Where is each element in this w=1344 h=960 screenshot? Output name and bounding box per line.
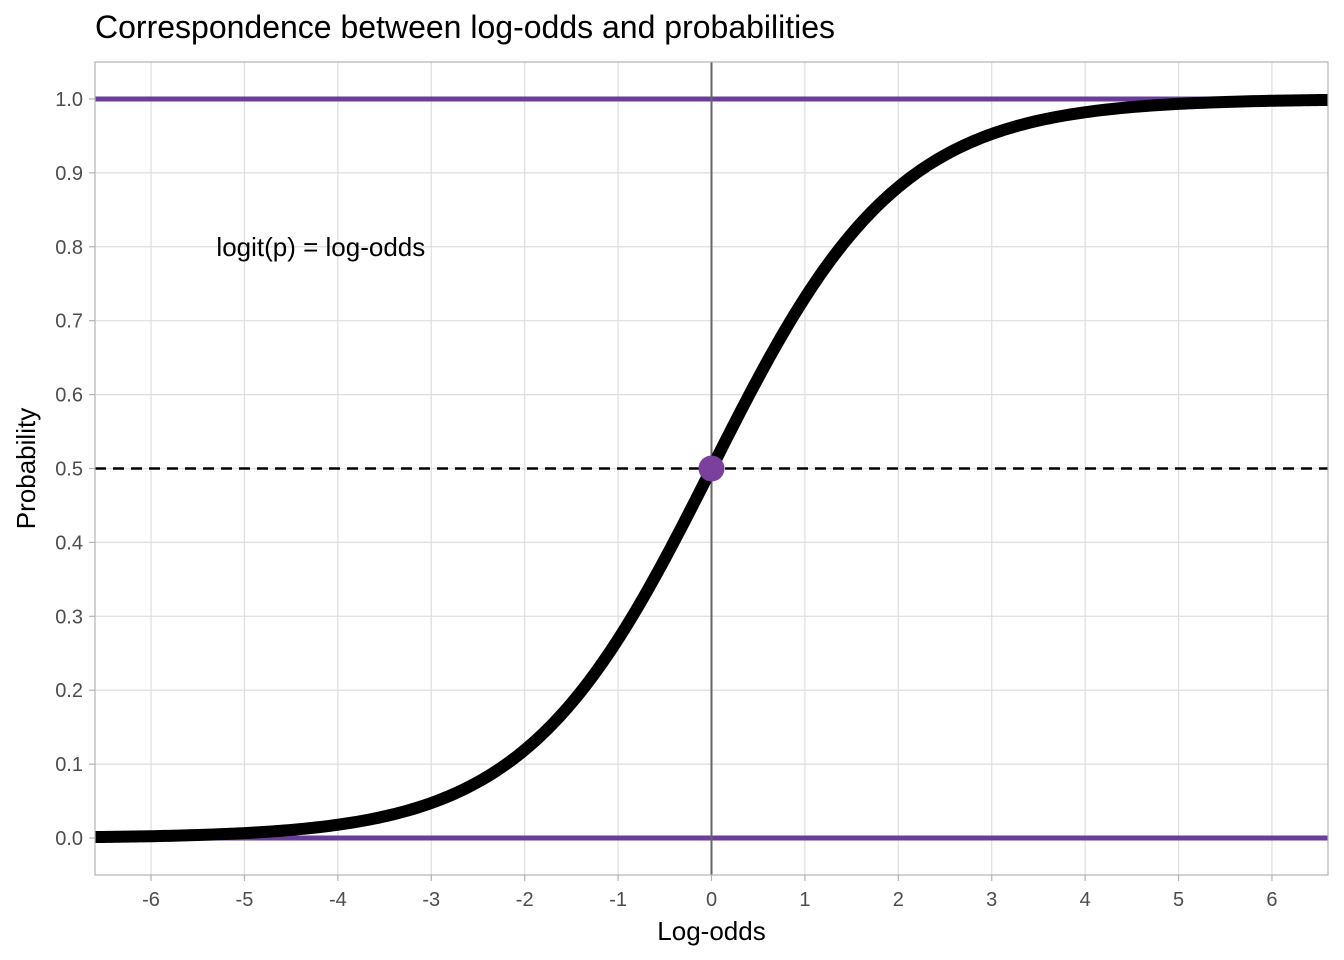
y-axis-ticks: 0.0 0.1 0.2 0.3 0.4 0.5 0.6 0.7 0.8 0.9 1.0 [55,89,95,850]
y-tick-label: 0.3 [55,606,83,628]
y-tick-label: 0.7 [55,311,83,333]
y-tick-label: 0.4 [55,532,83,554]
annotations: logit(p) = log-odds [216,232,425,262]
x-axis-ticks: -6 -5 -4 -3 -2 -1 0 1 2 3 4 5 6 [142,875,1278,911]
y-tick-label: 0.0 [55,828,83,850]
x-tick-label: -1 [609,889,627,911]
x-tick-label: -5 [236,889,254,911]
x-tick-label: -6 [142,889,160,911]
x-tick-label: -3 [422,889,440,911]
y-tick-label: 0.6 [55,385,83,407]
x-axis-title: Log-odds [657,916,765,946]
x-tick-label: -2 [516,889,534,911]
y-tick-label: 0.8 [55,237,83,259]
y-tick-label: 1.0 [55,89,83,111]
midpoint-marker [698,455,725,482]
y-tick-label: 0.1 [55,754,83,776]
y-tick-label: 0.9 [55,163,83,185]
points [698,455,725,482]
x-tick-label: 3 [986,889,997,911]
y-tick-label: 0.2 [55,680,83,702]
x-tick-label: 2 [893,889,904,911]
x-tick-label: 0 [706,889,717,911]
x-tick-label: 5 [1173,889,1184,911]
y-tick-label: 0.5 [55,459,83,481]
x-tick-label: 1 [799,889,810,911]
x-tick-label: 4 [1080,889,1091,911]
chart-title: Correspondence between log-odds and prob… [95,9,835,45]
x-tick-label: 6 [1266,889,1277,911]
x-tick-label: -4 [329,889,347,911]
y-axis-title: Probability [11,408,41,529]
annotation-text: logit(p) = log-odds [216,232,425,262]
